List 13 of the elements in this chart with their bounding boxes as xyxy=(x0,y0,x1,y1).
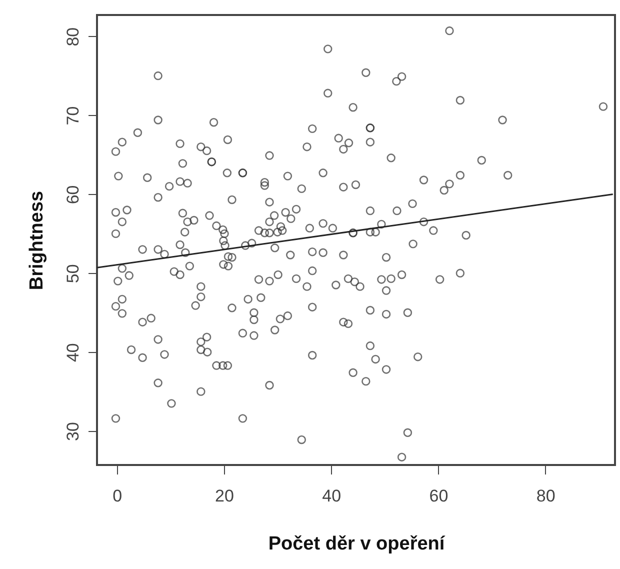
y-tick-label: 80 xyxy=(64,27,82,46)
x-tick-label: 60 xyxy=(429,486,448,506)
x-tick-label: 40 xyxy=(322,486,342,506)
y-tick-label: 70 xyxy=(64,106,82,126)
y-tick-label: 50 xyxy=(64,264,82,284)
x-tick-label: 20 xyxy=(214,486,234,506)
y-tick-label: 60 xyxy=(64,185,82,204)
x-tick-label: 80 xyxy=(536,486,556,506)
y-axis-title: Brightness xyxy=(26,190,48,290)
x-tick-label: 0 xyxy=(112,486,122,506)
x-axis-title: Počet děr v opeření xyxy=(268,534,446,554)
y-tick-label: 40 xyxy=(64,343,82,362)
y-tick-label: 30 xyxy=(64,422,82,442)
